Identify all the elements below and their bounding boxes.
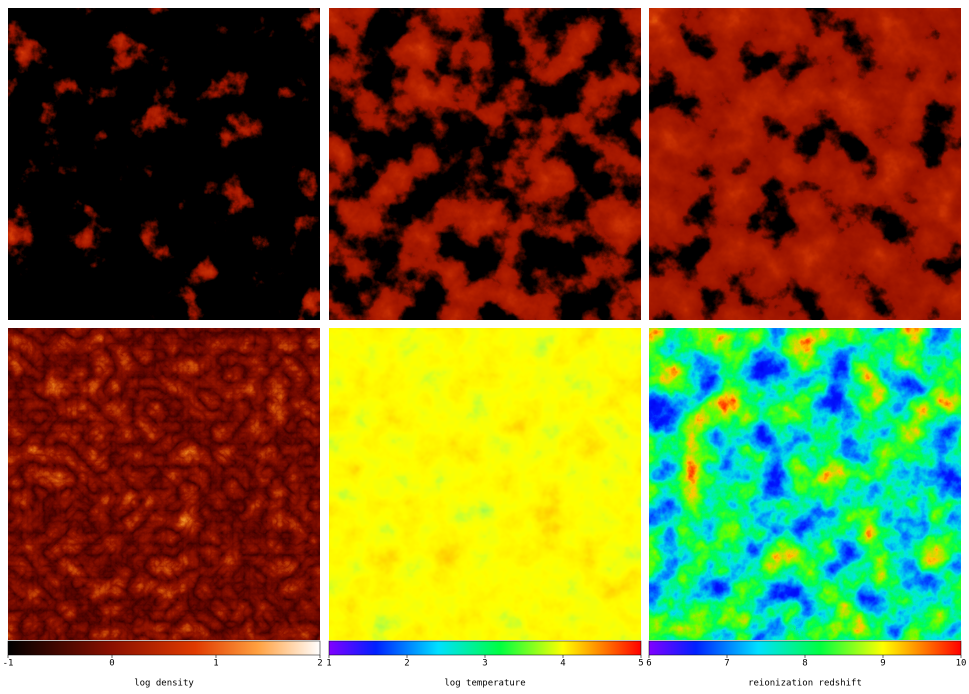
tick-label: 1 bbox=[326, 659, 331, 669]
tick-label: 2 bbox=[317, 659, 322, 669]
colorbar bbox=[648, 640, 962, 656]
density-ionized-early bbox=[8, 8, 320, 320]
tick-label: 1 bbox=[213, 659, 218, 669]
tick-label: 6 bbox=[646, 659, 651, 669]
reionization-map bbox=[649, 328, 961, 640]
tick-label: 4 bbox=[560, 659, 565, 669]
tick-label: 10 bbox=[956, 659, 967, 669]
colorbar bbox=[7, 640, 321, 656]
colorbar-label: log temperature bbox=[444, 679, 525, 689]
colorbar-label: reionization redshift bbox=[748, 679, 862, 689]
tick-label: 0 bbox=[109, 659, 114, 669]
density-ionized-late bbox=[649, 8, 961, 320]
tick-label: 8 bbox=[802, 659, 807, 669]
density-map bbox=[8, 328, 320, 640]
tick-label: 9 bbox=[880, 659, 885, 669]
tick-label: 3 bbox=[482, 659, 487, 669]
tick-label: 7 bbox=[724, 659, 729, 669]
tick-label: 2 bbox=[404, 659, 409, 669]
temperature-map bbox=[329, 328, 641, 640]
tick-label: -1 bbox=[3, 659, 14, 669]
density-ionized-mid bbox=[329, 8, 641, 320]
colorbar-label: log density bbox=[134, 679, 194, 689]
tick-label: 5 bbox=[638, 659, 643, 669]
colorbar bbox=[328, 640, 642, 656]
